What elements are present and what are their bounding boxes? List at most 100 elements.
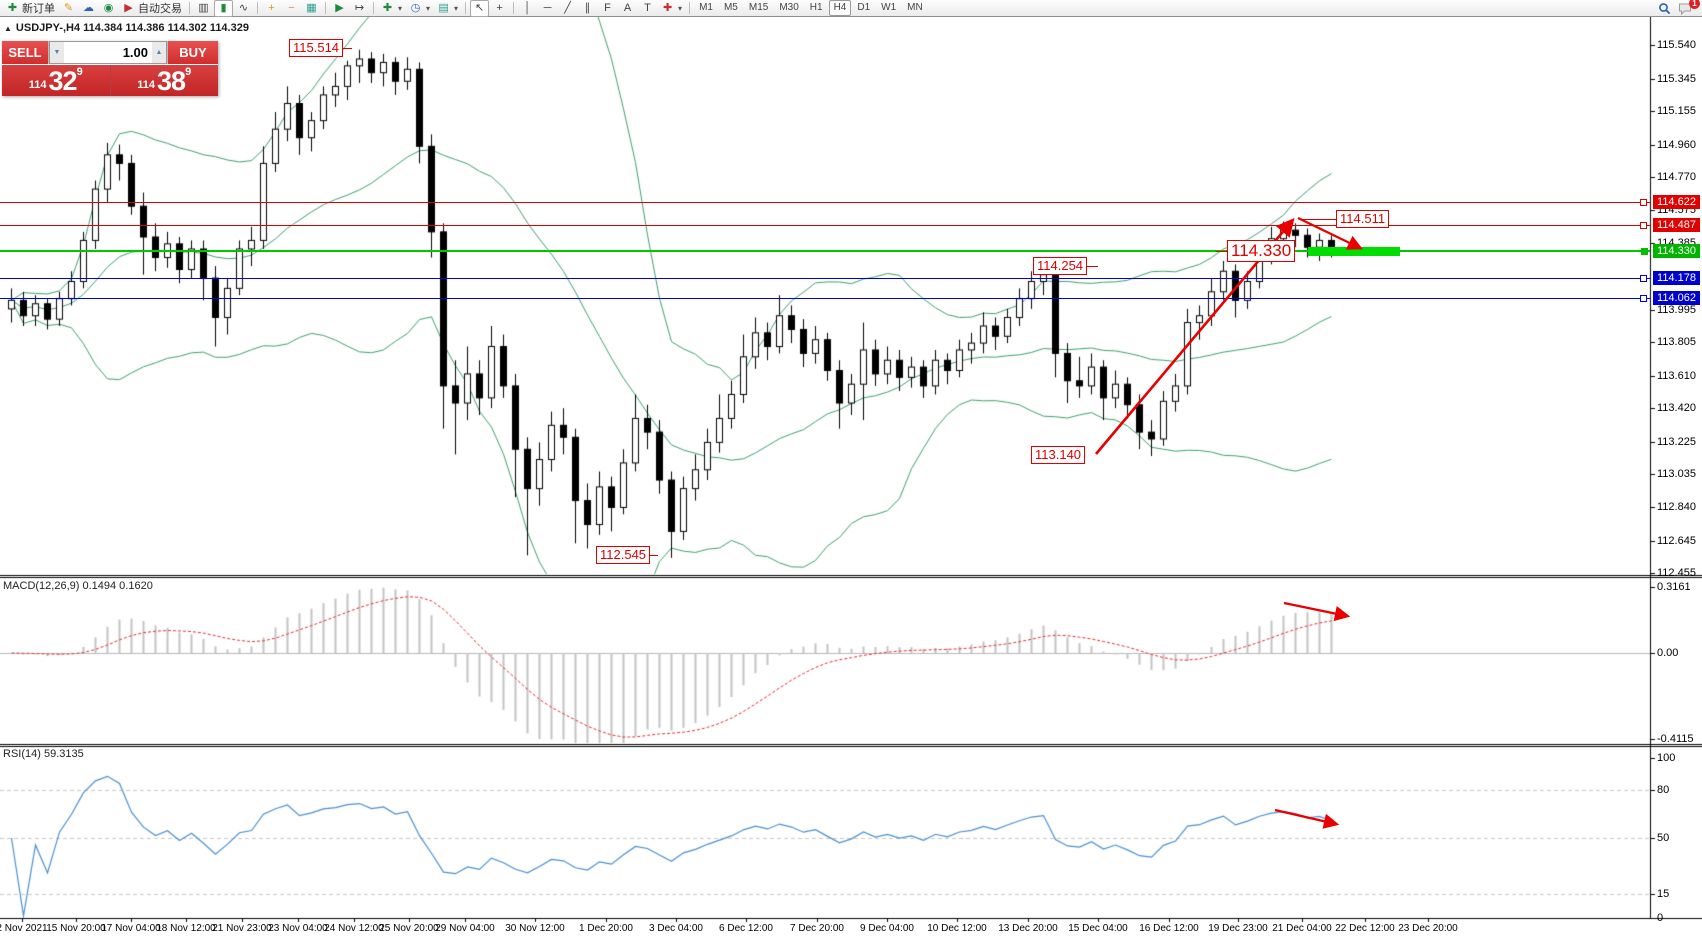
- indicators-button[interactable]: ✚ ▾: [378, 1, 405, 16]
- time-axis-label: 29 Nov 04:00: [435, 923, 495, 934]
- vertical-line-icon: │: [524, 1, 531, 14]
- cursor-button[interactable]: ↖: [470, 0, 490, 17]
- time-axis-label: 21 Nov 23:00: [212, 923, 272, 934]
- periods-button[interactable]: ◷ ▾: [406, 1, 433, 16]
- text-label-icon: T: [644, 1, 651, 14]
- buy-price[interactable]: 114 38 9: [110, 65, 218, 96]
- macd-label: MACD(12,26,9) 0.1494 0.1620: [3, 580, 153, 592]
- search-button[interactable]: [1655, 1, 1674, 16]
- line-chart-button[interactable]: ∿: [234, 1, 253, 16]
- horizontal-level-line[interactable]: [0, 225, 1650, 226]
- candle-chart-button[interactable]: ▮: [214, 0, 233, 17]
- crayon-icon: ✎: [63, 1, 74, 14]
- price-axis-tick: 112.645: [1657, 535, 1696, 547]
- volume-input[interactable]: [64, 42, 152, 63]
- annotation-leader-line: [1301, 219, 1337, 220]
- arrows-tool-button[interactable]: ✚ ▾: [658, 1, 685, 16]
- buy-button[interactable]: BUY: [168, 41, 218, 64]
- signal-button[interactable]: ◉: [99, 1, 118, 16]
- toolbar-separator: [257, 2, 258, 14]
- bar-chart-button[interactable]: ▥: [194, 1, 213, 16]
- profile-button[interactable]: ☁: [79, 1, 98, 16]
- timeframe-mn-button[interactable]: MN: [907, 2, 923, 13]
- price-badge: 114.330: [1653, 244, 1700, 258]
- horizontal-level-line[interactable]: [0, 278, 1650, 279]
- price-annotation[interactable]: 115.514: [289, 39, 353, 57]
- rsi-label: RSI(14) 59.3135: [3, 748, 84, 760]
- fibonacci-button[interactable]: F: [598, 1, 617, 16]
- price-annotation[interactable]: 112.545: [596, 546, 659, 564]
- toolbar-separator: [189, 2, 190, 14]
- toolbar-separator: [513, 2, 515, 14]
- line-handle[interactable]: [1640, 295, 1647, 302]
- text-button[interactable]: A: [618, 1, 637, 16]
- price-annotation[interactable]: 114.254: [1033, 257, 1099, 275]
- horizontal-line-button[interactable]: ─: [538, 1, 557, 16]
- tile-windows-button[interactable]: ▦: [302, 1, 321, 16]
- horizontal-level-line[interactable]: [0, 250, 1650, 252]
- vertical-line-button[interactable]: │: [518, 1, 537, 16]
- sell-price-point: 9: [76, 66, 83, 78]
- timeframe-m15-button[interactable]: M15: [748, 2, 769, 13]
- zoom-out-icon: −: [288, 1, 295, 14]
- channel-icon: ∥: [584, 1, 591, 14]
- price-annotation[interactable]: 114.511: [1301, 210, 1390, 228]
- price-axis-tick: 112.455: [1657, 567, 1696, 579]
- annotation-leader-line: [1216, 251, 1228, 252]
- time-axis-label: 30 Nov 12:00: [505, 923, 565, 934]
- timeframe-h1-button[interactable]: H1: [809, 2, 823, 13]
- symbol-info-bar: ▲ USDJPY-,H4 114.384 114.386 114.302 114…: [4, 22, 249, 34]
- notification-badge: 1: [1689, 0, 1700, 9]
- line-handle[interactable]: [1640, 222, 1647, 229]
- line-handle[interactable]: [1640, 275, 1647, 282]
- search-icon: [1659, 2, 1671, 14]
- price-axis-tick: 113.035: [1657, 468, 1696, 480]
- timeframe-h4-button[interactable]: H4: [828, 0, 852, 16]
- sell-price[interactable]: 114 32 9: [2, 65, 110, 96]
- crosshair-button[interactable]: +: [490, 1, 509, 16]
- time-axis-label: 15 Nov 20:00: [46, 923, 106, 934]
- price-axis-tick: 115.345: [1657, 73, 1696, 85]
- chart-shift-button[interactable]: ↦: [350, 1, 369, 16]
- zoom-in-button[interactable]: +: [262, 1, 281, 16]
- volume-decrease-button[interactable]: ▼: [50, 42, 64, 63]
- channel-button[interactable]: ∥: [578, 1, 597, 16]
- chat-button[interactable]: 1: [1675, 0, 1700, 16]
- toolbar-separator: [465, 2, 467, 14]
- timeframe-m5-button[interactable]: M5: [723, 2, 738, 13]
- new-order-button[interactable]: ✚ 新订单: [3, 1, 58, 16]
- zoom-in-icon: +: [268, 1, 275, 14]
- time-axis-label: 6 Dec 12:00: [719, 923, 773, 934]
- price-annotation[interactable]: 114.330: [1216, 240, 1296, 262]
- timeframe-d1-button[interactable]: D1: [857, 2, 871, 13]
- rsi-axis-tick: 15: [1657, 888, 1670, 900]
- buy-price-figure: 114: [137, 79, 156, 91]
- time-axis-label: 18 Nov 12:00: [156, 923, 216, 934]
- timeframe-m30-button[interactable]: M30: [779, 2, 799, 13]
- volume-increase-button[interactable]: ▲: [152, 42, 166, 63]
- line-handle[interactable]: [1640, 199, 1647, 206]
- line-handle[interactable]: [1641, 248, 1648, 255]
- price-chart-canvas[interactable]: [0, 17, 1702, 943]
- autotrade-button[interactable]: ▶ 自动交易: [119, 1, 185, 16]
- templates-button[interactable]: ▤ ▾: [434, 1, 461, 16]
- horizontal-level-line[interactable]: [0, 298, 1650, 299]
- price-axis-tick: 115.540: [1657, 39, 1696, 51]
- crayon-button[interactable]: ✎: [59, 1, 78, 16]
- auto-scroll-button[interactable]: ▶: [330, 1, 349, 16]
- price-axis-tick: 114.960: [1657, 139, 1696, 151]
- trendline-button[interactable]: ╱: [558, 1, 577, 16]
- timeframe-m1-button[interactable]: M1: [699, 2, 713, 13]
- zoom-out-button[interactable]: −: [282, 1, 301, 16]
- timeframe-w1-button[interactable]: W1: [881, 2, 897, 13]
- support-highlight-bar[interactable]: [1308, 247, 1400, 256]
- price-annotation[interactable]: 113.140: [1031, 446, 1086, 464]
- horizontal-level-line[interactable]: [0, 202, 1650, 203]
- toolbar-separator: [689, 2, 691, 14]
- sell-button[interactable]: SELL: [2, 41, 48, 64]
- annotation-leader-line: [342, 48, 353, 49]
- price-axis-tick: 114.770: [1657, 171, 1696, 183]
- rsi-axis-tick: 100: [1657, 752, 1676, 764]
- cursor-icon: ↖: [474, 1, 485, 14]
- text-label-button[interactable]: T: [638, 1, 657, 16]
